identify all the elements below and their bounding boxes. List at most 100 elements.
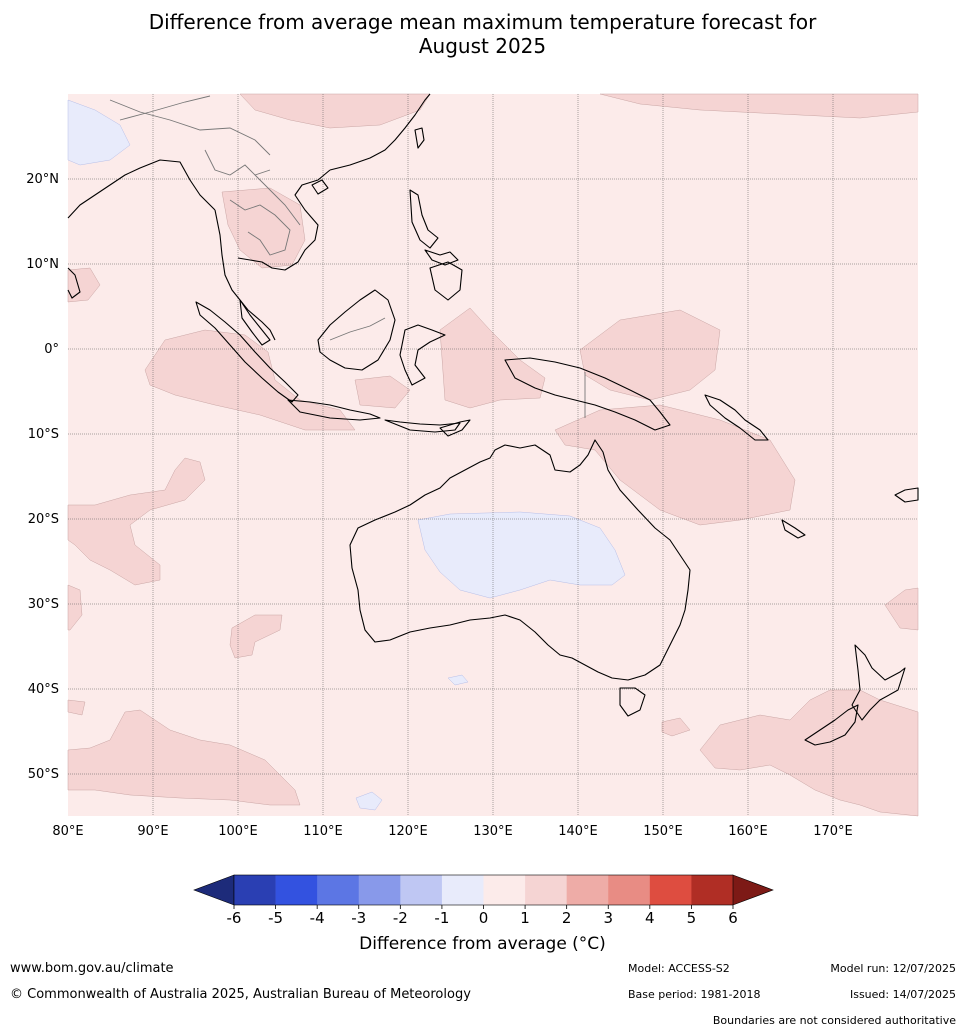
colorbar-tick-label: 3: [603, 909, 613, 927]
cool-anomaly-regions: [67, 99, 626, 811]
footer-url: www.bom.gov.au/climate: [10, 961, 174, 976]
warm-region-south-ocean-2: [67, 709, 301, 806]
cool-region-central-australia: [417, 511, 626, 599]
map-panel: [67, 93, 919, 817]
longitude-labels: 80°E 90°E 100°E 110°E 120°E 130°E 140°E …: [52, 824, 852, 839]
coast-new-caledonia: [781, 519, 806, 539]
coast-malay-peninsula: [239, 299, 271, 346]
coast-new-guinea: [504, 357, 671, 431]
warm-region-northeast: [599, 93, 919, 119]
country-borders: [109, 95, 586, 418]
cool-region-bight: [447, 674, 469, 686]
colorbar: -6 -5 -4 -3 -2 -1 0 1 2 3 4 5 6: [193, 874, 774, 927]
warm-region-sw-ocean-3: [67, 584, 83, 631]
colorbar-tick-label: 1: [520, 909, 530, 927]
coast-taiwan: [414, 127, 425, 149]
footer-model-run: Model run: 12/07/2025: [830, 962, 956, 975]
colorbar-swatch: [358, 875, 401, 905]
footer-copyright: © Commonwealth of Australia 2025, Austra…: [10, 987, 471, 1002]
colorbar-swatch: [525, 875, 567, 905]
coast-myanmar-thailand: [214, 209, 276, 341]
colorbar-swatch: [317, 875, 360, 905]
colorbar-tick-label: 2: [562, 909, 572, 927]
border-china-myanmar: [204, 149, 271, 176]
footer-base-period: Base period: 1981-2018: [628, 988, 761, 1001]
warm-region-banda: [439, 307, 546, 409]
lat-label: 50°S: [28, 767, 59, 782]
cool-region-pakistan: [67, 99, 131, 166]
coast-lesser-sunda: [384, 419, 461, 433]
coast-sumatra: [195, 301, 299, 403]
colorbar-swatch: [441, 875, 484, 905]
lon-label: 80°E: [52, 824, 83, 839]
coast-hainan: [311, 179, 329, 195]
border-laos-vietnam: [254, 174, 301, 226]
colorbar-tick-label: 6: [728, 909, 738, 927]
lon-label: 110°E: [303, 824, 343, 839]
colorbar-swatch: [483, 875, 526, 905]
colorbar-title: Difference from average (°C): [359, 934, 606, 954]
lat-label: 10°N: [26, 257, 59, 272]
colorbar-swatch: [649, 875, 692, 905]
coast-nz-south: [804, 704, 859, 746]
title-line-2: August 2025: [418, 34, 547, 58]
colorbar-tick-label: -6: [227, 909, 242, 927]
lat-label: 10°S: [28, 427, 59, 442]
colorbar-swatch: [566, 875, 609, 905]
lon-label: 100°E: [218, 824, 258, 839]
coast-south-china: [329, 93, 431, 171]
footer-model: Model: ACCESS-S2: [628, 962, 730, 975]
lon-label: 160°E: [728, 824, 768, 839]
lon-label: 130°E: [473, 824, 513, 839]
lat-label: 30°S: [28, 597, 59, 612]
lon-label: 120°E: [388, 824, 428, 839]
warm-region-east-pacific: [884, 587, 919, 631]
coast-gulf-thailand: [237, 169, 331, 271]
colorbar-under-arrow: [193, 874, 235, 906]
colorbar-swatch: [691, 875, 734, 905]
cool-region-south: [355, 791, 383, 811]
colorbar-tick-label: 0: [479, 909, 489, 927]
coast-solomons: [704, 394, 769, 441]
colorbar-tick-label: 4: [645, 909, 655, 927]
coast-philippines-mindanao: [429, 261, 463, 301]
lat-label: 20°S: [28, 512, 59, 527]
coast-java: [287, 399, 381, 421]
lat-label: 40°S: [28, 682, 59, 697]
warm-anomaly-regions: [67, 93, 919, 817]
warm-region-sw-pacific: [699, 689, 919, 817]
lon-label: 150°E: [643, 824, 683, 839]
colorbar-swatch: [275, 875, 318, 905]
colorbar-swatch: [234, 875, 276, 905]
warm-region-coral-sea: [554, 404, 796, 526]
colorbar-tick-label: -3: [351, 909, 366, 927]
title-line-1: Difference from average mean maximum tem…: [148, 10, 817, 34]
lon-label: 90°E: [137, 824, 168, 839]
border-china-north: [119, 95, 211, 121]
warm-region-sw-ocean-1: [67, 457, 206, 586]
colorbar-over-arrow: [732, 874, 774, 906]
colorbar-tick-label: -5: [268, 909, 283, 927]
warm-region-indonesia: [354, 375, 411, 409]
graticule: [68, 94, 918, 816]
coast-sulawesi: [399, 324, 446, 386]
footer-issued: Issued: 14/07/2025: [849, 988, 956, 1001]
border-china-india: [109, 99, 271, 156]
footer-boundaries-note: Boundaries are not considered authoritat…: [712, 1014, 956, 1027]
border-borneo: [329, 317, 386, 341]
coast-philippines-visayas: [424, 249, 459, 266]
coast-tasmania: [619, 687, 646, 717]
coast-timor: [439, 419, 471, 437]
colorbar-swatch: [608, 875, 651, 905]
latitude-labels: 20°N 10°N 0° 10°S 20°S 30°S 40°S 50°S: [26, 172, 59, 782]
border-indochina: [229, 199, 291, 256]
map-title: Difference from average mean maximum tem…: [0, 10, 965, 58]
lat-label: 0°: [44, 342, 59, 357]
lon-label: 170°E: [813, 824, 853, 839]
warm-region-sw-ocean-2: [229, 614, 283, 659]
coastlines: [67, 93, 919, 746]
warm-region-png: [579, 309, 721, 401]
coast-borneo: [317, 289, 396, 371]
colorbar-swatch: [400, 875, 443, 905]
